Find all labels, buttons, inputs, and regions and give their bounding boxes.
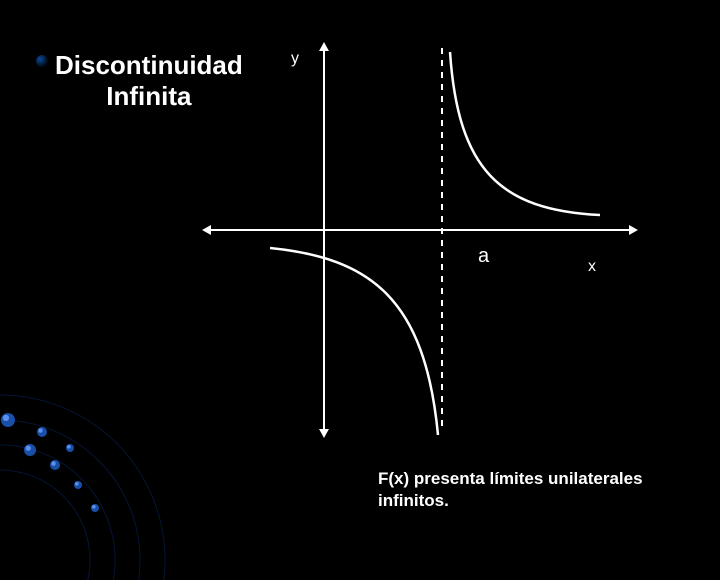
y-axis-label: y	[291, 50, 299, 68]
decorative-arcs	[0, 360, 180, 580]
discontinuity-chart	[200, 40, 640, 440]
x-axis-label: x	[588, 258, 596, 276]
asymptote-label: a	[478, 245, 489, 268]
footer-caption: F(x) presenta límites unilateralesinfini…	[378, 468, 643, 512]
title-bullet	[36, 55, 48, 67]
